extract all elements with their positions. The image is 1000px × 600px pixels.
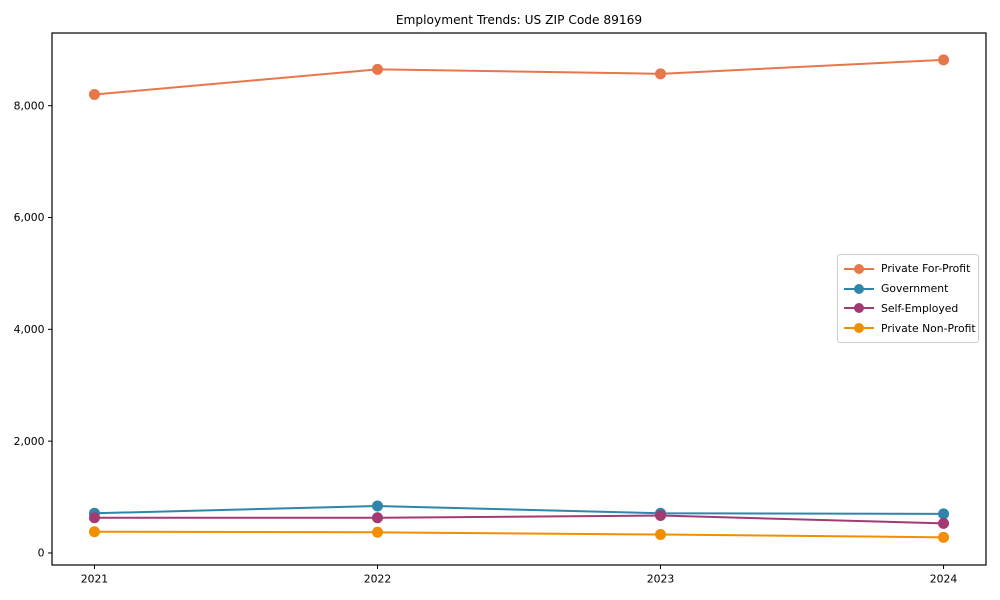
legend-item-private-for-profit: Private For-Profit <box>838 259 978 279</box>
data-point-private-non-profit <box>88 526 100 538</box>
y-axis-tick-label: 6,000 <box>14 211 45 224</box>
data-point-government <box>938 508 950 520</box>
x-axis-tick-label: 2024 <box>930 573 958 586</box>
data-point-self-employed <box>88 512 100 524</box>
data-point-self-employed <box>655 510 667 522</box>
data-point-private-for-profit <box>655 68 667 80</box>
legend-marker-icon <box>844 283 874 294</box>
legend-marker-dot <box>854 283 864 294</box>
legend: Private For-Profit Government Self-Employe… <box>837 254 979 343</box>
legend-item-private-non-profit: Private Non-Profit <box>838 318 978 338</box>
legend-marker-dot <box>854 263 864 274</box>
legend-item-government: Government <box>838 279 978 299</box>
legend-label: Government <box>881 282 949 296</box>
series-line-private-for-profit <box>94 58 944 96</box>
series-line-private-non-profit <box>94 530 944 539</box>
data-point-private-non-profit <box>938 531 950 543</box>
legend-label: Private For-Profit <box>881 262 971 276</box>
data-point-self-employed <box>371 512 383 524</box>
data-point-private-non-profit <box>371 526 383 538</box>
y-axis-tick-label: 0 <box>38 547 45 560</box>
legend-marker-icon <box>844 263 874 274</box>
data-point-private-non-profit <box>655 529 667 541</box>
chart-title: Employment Trends: US ZIP Code 89169 <box>395 13 643 27</box>
data-point-self-employed <box>938 517 950 529</box>
legend-marker-dot <box>854 303 864 314</box>
legend-label: Self-Employed <box>881 301 959 315</box>
x-axis-tick-label: 2021 <box>81 573 108 586</box>
legend-item-self-employed: Self-Employed <box>838 299 978 319</box>
legend-label: Private Non-Profit <box>881 321 976 335</box>
series-line-self-employed <box>94 514 944 525</box>
y-axis-tick-label: 8,000 <box>14 99 45 112</box>
plot-frame <box>51 32 987 566</box>
legend-marker-icon <box>844 303 874 314</box>
data-point-private-for-profit <box>938 54 950 66</box>
data-point-government <box>371 500 383 512</box>
x-axis-tick-label: 2022 <box>364 573 391 586</box>
x-axis-tick-label: 2023 <box>647 573 674 586</box>
legend-marker-dot <box>854 323 864 334</box>
y-axis-tick-label: 2,000 <box>14 435 45 448</box>
data-point-private-for-profit <box>88 89 100 101</box>
y-axis-tick-label: 4,000 <box>14 323 45 336</box>
data-point-private-for-profit <box>371 63 383 75</box>
legend-marker-icon <box>844 323 874 334</box>
series-line-government <box>94 505 944 515</box>
